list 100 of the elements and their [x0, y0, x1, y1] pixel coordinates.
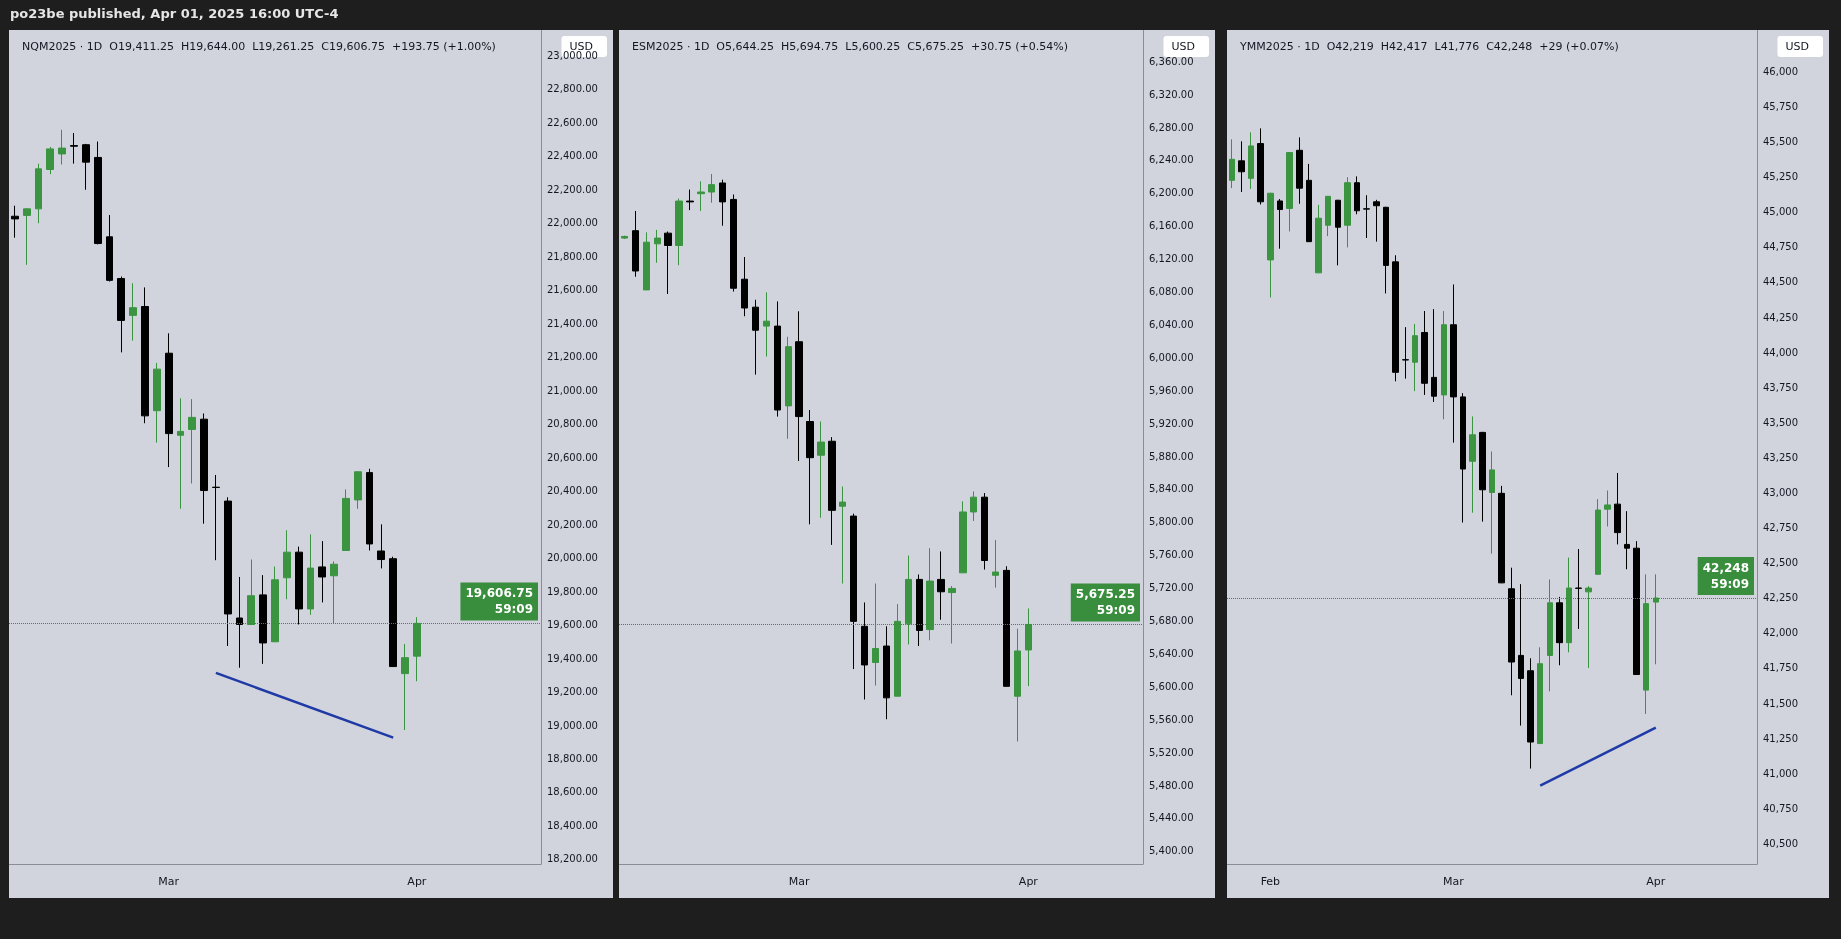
- candlestick: [1614, 472, 1621, 545]
- candlestick: [1296, 136, 1303, 205]
- x-tick-label: Mar: [1443, 875, 1465, 888]
- candlestick: [992, 539, 999, 589]
- candlestick: [1383, 206, 1389, 294]
- candlestick: [1238, 140, 1245, 193]
- candlestick: [1441, 310, 1447, 420]
- y-tick-label: 44,250: [1763, 311, 1798, 323]
- y-tick-label: 44,500: [1763, 276, 1798, 288]
- y-tick-label: 6,200.00: [1149, 187, 1194, 199]
- candlestick: [1277, 198, 1283, 250]
- candlestick: [1402, 326, 1409, 380]
- candlestick: [1460, 392, 1466, 524]
- candlestick: [839, 485, 846, 585]
- candlestick: [1267, 192, 1274, 298]
- y-tick-label: 41,500: [1763, 697, 1798, 709]
- y-tick-label: 19,200.00: [547, 686, 598, 698]
- candlestick: [318, 540, 326, 603]
- candlestick: [342, 488, 350, 552]
- candlestick: [1624, 510, 1630, 570]
- y-axis-title: USD: [1171, 40, 1196, 53]
- candlestick: [129, 282, 137, 342]
- y-tick-label: 22,400.00: [547, 150, 598, 162]
- candlestick: [664, 231, 672, 295]
- y-tick-label: 20,200.00: [547, 518, 598, 530]
- candlestick: [1248, 131, 1254, 190]
- y-tick-label: 6,280.00: [1149, 121, 1194, 133]
- candlestick: [1286, 151, 1293, 232]
- y-tick-label: 5,520.00: [1149, 746, 1194, 758]
- y-tick-label: 6,240.00: [1149, 154, 1194, 166]
- y-tick-label: 18,800.00: [547, 752, 598, 764]
- y-tick-label: 43,250: [1763, 451, 1798, 463]
- candlestick: [774, 300, 781, 418]
- candlestick: [719, 179, 726, 227]
- candlestick: [708, 173, 715, 204]
- candlestick: [1431, 308, 1437, 403]
- text: po23be published, Apr 01, 2025 16:00 UTC-4: [10, 6, 339, 21]
- y-tick-label: 5,800.00: [1149, 516, 1194, 528]
- candlestick: [1257, 127, 1264, 205]
- candlestick: [1575, 548, 1582, 630]
- y-tick-label: 19,600.00: [547, 619, 598, 631]
- candlestick: [850, 513, 857, 670]
- candlestick: [82, 143, 90, 191]
- candlestick: [632, 210, 639, 278]
- y-tick-label: 6,320.00: [1149, 88, 1194, 100]
- candlestick: [212, 474, 220, 561]
- candlestick: [236, 576, 243, 669]
- candlestick: [1604, 490, 1611, 527]
- candlestick: [377, 523, 385, 569]
- y-tick-label: 42,000: [1763, 627, 1798, 639]
- y-tick-label: 22,800.00: [547, 83, 598, 95]
- candlestick: [70, 132, 78, 165]
- candlestick: [259, 574, 267, 665]
- y-tick-label: 6,160.00: [1149, 220, 1194, 232]
- candlestick: [307, 533, 314, 616]
- candlestick: [785, 336, 792, 440]
- candlestick: [806, 409, 814, 525]
- candlestick: [354, 470, 362, 510]
- candlestick: [981, 492, 988, 571]
- y-tick-label: 20,800.00: [547, 418, 598, 430]
- y-tick-label: 19,400.00: [547, 652, 598, 664]
- candlestick: [654, 229, 661, 264]
- candlestick: [741, 256, 748, 317]
- y-tick-label: 20,600.00: [547, 451, 598, 463]
- candlestick: [1392, 254, 1399, 382]
- y-tick-label: 41,750: [1763, 662, 1798, 674]
- candlestick: [697, 180, 705, 212]
- y-tick-label: 5,560.00: [1149, 713, 1194, 725]
- y-tick-label: 6,120.00: [1149, 253, 1194, 265]
- candlestick: [1469, 415, 1476, 514]
- candlestick: [861, 601, 868, 700]
- y-tick-label: 41,000: [1763, 767, 1798, 779]
- y-tick-label: 5,760.00: [1149, 549, 1194, 561]
- candlestick: [1556, 596, 1563, 666]
- candlestick: [1508, 567, 1515, 696]
- y-tick-label: 5,680.00: [1149, 615, 1194, 627]
- candlestick: [94, 141, 102, 245]
- y-tick-label: 42,250: [1763, 592, 1798, 604]
- y-tick-label: 21,800.00: [547, 250, 598, 262]
- y-tick-label: 5,840.00: [1149, 483, 1194, 495]
- candlestick: [153, 362, 161, 444]
- y-tick-label: 43,750: [1763, 381, 1798, 393]
- candlestick: [401, 643, 409, 731]
- candlestick: [224, 496, 232, 647]
- candlestick: [35, 163, 42, 224]
- candlestick: [23, 207, 31, 266]
- y-tick-label: 18,200.00: [547, 853, 598, 865]
- candlestick: [621, 235, 628, 240]
- candlestick: [1306, 163, 1312, 243]
- candlestick: [916, 573, 923, 647]
- y-tick-label: 44,000: [1763, 346, 1798, 358]
- x-tick-label: Feb: [1260, 875, 1281, 888]
- candlestick: [1363, 194, 1370, 239]
- y-tick-label: 5,640.00: [1149, 647, 1194, 659]
- y-tick-label: 20,000.00: [547, 552, 598, 564]
- y-tick-label: 6,000.00: [1149, 351, 1194, 363]
- y-tick-label: 5,600.00: [1149, 680, 1194, 692]
- y-tick-label: 43,000: [1763, 486, 1798, 498]
- candlestick: [1412, 323, 1418, 392]
- candlestick: [752, 299, 759, 376]
